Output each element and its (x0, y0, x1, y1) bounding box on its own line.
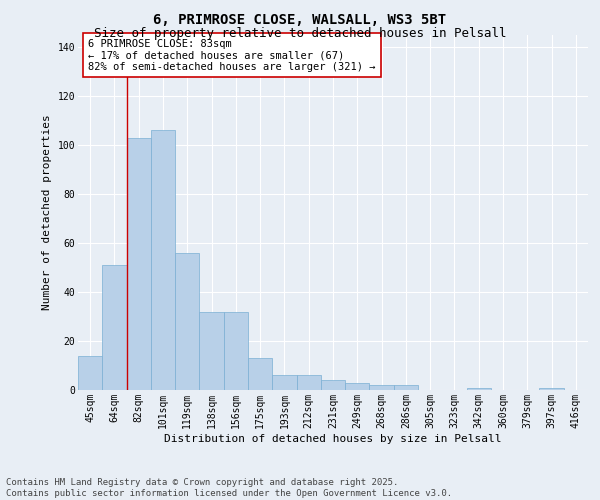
Bar (102, 265, 127, 390)
Text: Size of property relative to detached houses in Pelsall: Size of property relative to detached ho… (94, 28, 506, 40)
Bar (199, 312, 224, 390)
X-axis label: Distribution of detached houses by size in Pelsall: Distribution of detached houses by size … (164, 434, 502, 444)
Bar (296, 376, 321, 390)
Bar (272, 376, 296, 390)
Bar (78, 356, 102, 390)
Text: 6 PRIMROSE CLOSE: 83sqm
← 17% of detached houses are smaller (67)
82% of semi-de: 6 PRIMROSE CLOSE: 83sqm ← 17% of detache… (88, 38, 376, 72)
Bar (539, 388, 564, 390)
Bar (248, 358, 272, 390)
Bar (175, 253, 199, 390)
Bar (151, 130, 175, 390)
Bar (345, 382, 370, 390)
Bar (467, 388, 491, 390)
Text: Contains HM Land Registry data © Crown copyright and database right 2025.
Contai: Contains HM Land Registry data © Crown c… (6, 478, 452, 498)
Bar (394, 385, 418, 390)
Bar (127, 138, 151, 390)
Y-axis label: Number of detached properties: Number of detached properties (42, 114, 52, 310)
Bar (224, 312, 248, 390)
Bar (321, 380, 345, 390)
Text: 6, PRIMROSE CLOSE, WALSALL, WS3 5BT: 6, PRIMROSE CLOSE, WALSALL, WS3 5BT (154, 12, 446, 26)
Bar (370, 385, 394, 390)
